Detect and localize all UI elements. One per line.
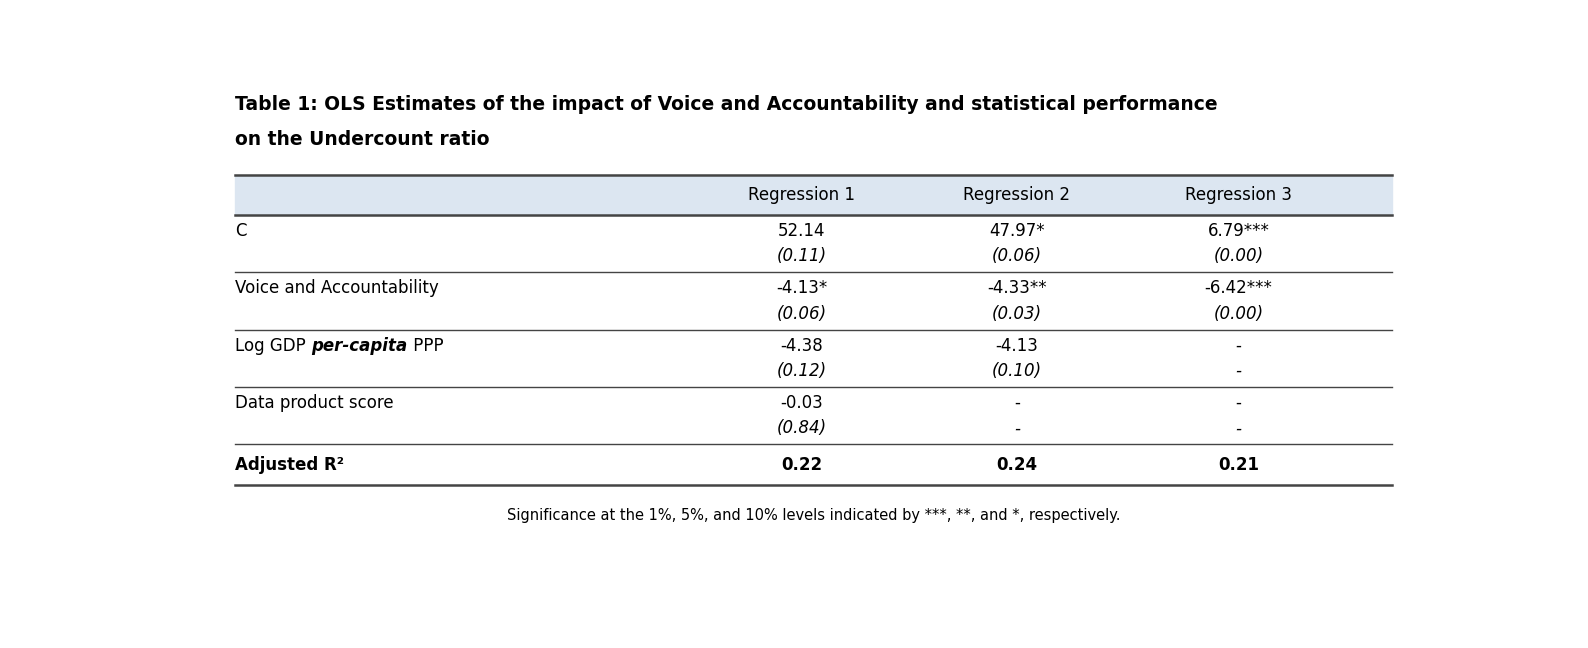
Text: Data product score: Data product score (235, 394, 394, 412)
Text: (0.06): (0.06) (992, 248, 1042, 265)
Text: (0.10): (0.10) (992, 362, 1042, 380)
Text: (0.03): (0.03) (992, 305, 1042, 323)
Text: 52.14: 52.14 (778, 222, 826, 240)
Text: 0.22: 0.22 (781, 456, 823, 474)
Text: -4.13: -4.13 (996, 337, 1039, 355)
Text: -: - (1235, 394, 1242, 412)
Text: per-capita: per-capita (311, 337, 408, 355)
Text: -: - (1235, 362, 1242, 380)
Text: -: - (1013, 419, 1019, 437)
Text: 47.97*: 47.97* (989, 222, 1045, 240)
Text: (0.00): (0.00) (1213, 248, 1264, 265)
Bar (235, 175, 1393, 215)
Text: PPP: PPP (408, 337, 443, 355)
Text: Table 1: OLS Estimates of the impact of Voice and Accountability and statistical: Table 1: OLS Estimates of the impact of … (235, 95, 1218, 114)
Text: 0.24: 0.24 (996, 456, 1037, 474)
Text: Log GDP: Log GDP (235, 337, 311, 355)
Text: 0.21: 0.21 (1218, 456, 1259, 474)
Text: (0.11): (0.11) (777, 248, 827, 265)
Text: Significance at the 1%, 5%, and 10% levels indicated by ***, **, and *, respecti: Significance at the 1%, 5%, and 10% leve… (507, 508, 1121, 523)
Text: -4.38: -4.38 (780, 337, 823, 355)
Text: -4.13*: -4.13* (777, 279, 827, 297)
Text: (0.12): (0.12) (777, 362, 827, 380)
Text: -: - (1235, 419, 1242, 437)
Text: -4.33**: -4.33** (988, 279, 1046, 297)
Text: Voice and Accountability: Voice and Accountability (235, 279, 440, 297)
Text: -: - (1015, 394, 1019, 412)
Text: Regression 2: Regression 2 (964, 186, 1070, 204)
Text: -0.03: -0.03 (780, 394, 823, 412)
Text: 6.79***: 6.79*** (1207, 222, 1269, 240)
Text: Regression 1: Regression 1 (748, 186, 854, 204)
Text: Regression 3: Regression 3 (1185, 186, 1293, 204)
Text: (0.00): (0.00) (1213, 305, 1264, 323)
Text: Adjusted R²: Adjusted R² (235, 456, 345, 474)
Text: (0.06): (0.06) (777, 305, 827, 323)
Text: -: - (1235, 337, 1242, 355)
Text: (0.84): (0.84) (777, 419, 827, 437)
Text: -6.42***: -6.42*** (1205, 279, 1272, 297)
Text: on the Undercount ratio: on the Undercount ratio (235, 130, 491, 149)
Text: C: C (235, 222, 246, 240)
